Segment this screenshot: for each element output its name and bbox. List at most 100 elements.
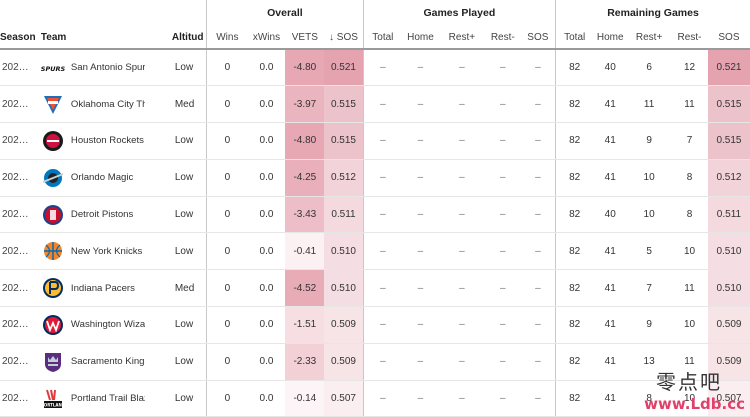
rm-home-cell: 41	[593, 343, 628, 381]
gp-rest-plus-cell: –	[438, 159, 485, 197]
col-season[interactable]: Season	[0, 26, 41, 50]
col-sos-sorted[interactable]: ↓ SOS	[324, 26, 364, 50]
rm-total-cell: 82	[555, 306, 594, 344]
col-rm-rest-minus[interactable]: Rest-	[671, 26, 708, 50]
team-name[interactable]: New York Knicks	[70, 245, 143, 257]
team-name[interactable]: Oklahoma City Thunder	[70, 98, 145, 110]
season-cell: 202…	[0, 85, 41, 124]
sos-cell: 0.510	[324, 269, 364, 308]
gp-home-cell: –	[402, 196, 439, 234]
rm-home-cell: 41	[593, 306, 628, 344]
rm-sos-cell: 0.509	[707, 306, 750, 344]
rm-sos-cell: 0.509	[707, 343, 750, 381]
col-xwins[interactable]: xWins	[247, 26, 286, 50]
group-overall: Overall	[206, 0, 364, 26]
gp-rest-minus-cell: –	[484, 85, 521, 124]
gp-sos-cell: –	[520, 159, 556, 197]
team-cell: New York Knicks	[40, 232, 172, 271]
col-vets[interactable]: VETS	[285, 26, 325, 50]
rm-home-cell: 41	[593, 122, 628, 160]
vets-cell: -1.51	[285, 306, 325, 344]
gp-total-cell: –	[362, 49, 403, 87]
table-row: 202… New York Knicks Low 0 0.0 -0.41 0.5…	[0, 232, 750, 271]
sos-cell: 0.507	[324, 380, 364, 417]
rm-sos-cell: 0.512	[707, 159, 750, 197]
col-gp-home[interactable]: Home	[402, 26, 439, 50]
rm-total-cell: 82	[555, 49, 594, 87]
col-altitude[interactable]: Altitud	[171, 26, 207, 50]
rm-rest-plus-cell: 9	[627, 306, 672, 344]
team-name[interactable]: Portland Trail Blazers	[70, 393, 145, 405]
team-name[interactable]: Sacramento Kings	[70, 356, 145, 368]
vets-cell: -0.41	[285, 232, 325, 271]
pistons-logo-icon	[41, 203, 65, 227]
col-gp-sos[interactable]: SOS	[520, 26, 556, 50]
wins-cell: 0	[206, 380, 248, 417]
col-gp-rest-plus[interactable]: Rest+	[438, 26, 485, 50]
rm-sos-cell: 0.515	[707, 122, 750, 160]
gp-rest-plus-cell: –	[438, 306, 485, 344]
table-row: 202… SPURS San Antonio Spurs Low 0 0.0 -4…	[0, 49, 750, 87]
rm-rest-minus-cell: 11	[671, 343, 708, 381]
wins-cell: 0	[206, 122, 248, 160]
table-body: 202… SPURS San Antonio Spurs Low 0 0.0 -4…	[0, 49, 750, 417]
sos-cell: 0.521	[324, 49, 364, 87]
team-name[interactable]: Indiana Pacers	[70, 282, 135, 294]
gp-sos-cell: –	[520, 269, 556, 308]
team-name[interactable]: Houston Rockets	[70, 135, 144, 147]
season-cell: 202…	[0, 306, 41, 344]
gp-total-cell: –	[362, 343, 403, 381]
column-header-row: Season Team Altitud Wins xWins VETS ↓ SO…	[0, 26, 750, 50]
team-cell: Washington Wizards	[40, 306, 172, 344]
col-rm-sos[interactable]: SOS	[707, 26, 750, 50]
rm-home-cell: 41	[593, 232, 628, 271]
team-name[interactable]: Detroit Pistons	[70, 209, 134, 221]
gp-total-cell: –	[362, 306, 403, 344]
col-rm-rest-plus[interactable]: Rest+	[627, 26, 672, 50]
team-cell: Houston Rockets	[40, 122, 172, 160]
season-cell: 202…	[0, 196, 41, 234]
altitude-cell: Low	[171, 196, 207, 234]
team-cell: Oklahoma City Thunder	[40, 85, 172, 124]
watermark-text: 零点吧	[656, 370, 722, 394]
gp-home-cell: –	[402, 122, 439, 160]
rm-rest-minus-cell: 8	[671, 159, 708, 197]
wins-cell: 0	[206, 196, 248, 234]
xwins-cell: 0.0	[247, 269, 286, 308]
col-gp-rest-minus[interactable]: Rest-	[484, 26, 521, 50]
gp-total-cell: –	[362, 85, 403, 124]
col-gp-total[interactable]: Total	[362, 26, 403, 50]
wins-cell: 0	[206, 269, 248, 308]
gp-home-cell: –	[402, 343, 439, 381]
gp-rest-plus-cell: –	[438, 380, 485, 417]
season-cell: 202…	[0, 122, 41, 160]
season-cell: 202…	[0, 232, 41, 271]
altitude-cell: Med	[171, 269, 207, 308]
gp-rest-minus-cell: –	[484, 122, 521, 160]
gp-home-cell: –	[402, 232, 439, 271]
team-name[interactable]: San Antonio Spurs	[70, 62, 145, 74]
gp-sos-cell: –	[520, 122, 556, 160]
col-wins[interactable]: Wins	[206, 26, 248, 50]
rm-rest-plus-cell: 7	[627, 269, 672, 308]
svg-text:SPURS: SPURS	[41, 65, 65, 73]
knicks-logo-icon	[41, 239, 65, 263]
sos-cell: 0.509	[324, 343, 364, 381]
vets-cell: -4.25	[285, 159, 325, 197]
xwins-cell: 0.0	[247, 85, 286, 124]
wizards-logo-icon	[41, 313, 65, 337]
col-rm-home[interactable]: Home	[593, 26, 628, 50]
gp-home-cell: –	[402, 380, 439, 417]
team-cell: Sacramento Kings	[40, 343, 172, 381]
col-team[interactable]: Team	[40, 26, 172, 50]
col-rm-total[interactable]: Total	[555, 26, 594, 50]
altitude-cell: Low	[171, 380, 207, 417]
team-name[interactable]: Washington Wizards	[70, 319, 145, 331]
gp-sos-cell: –	[520, 85, 556, 124]
gp-sos-cell: –	[520, 196, 556, 234]
gp-rest-minus-cell: –	[484, 159, 521, 197]
team-name[interactable]: Orlando Magic	[70, 172, 134, 184]
rm-home-cell: 41	[593, 380, 628, 417]
